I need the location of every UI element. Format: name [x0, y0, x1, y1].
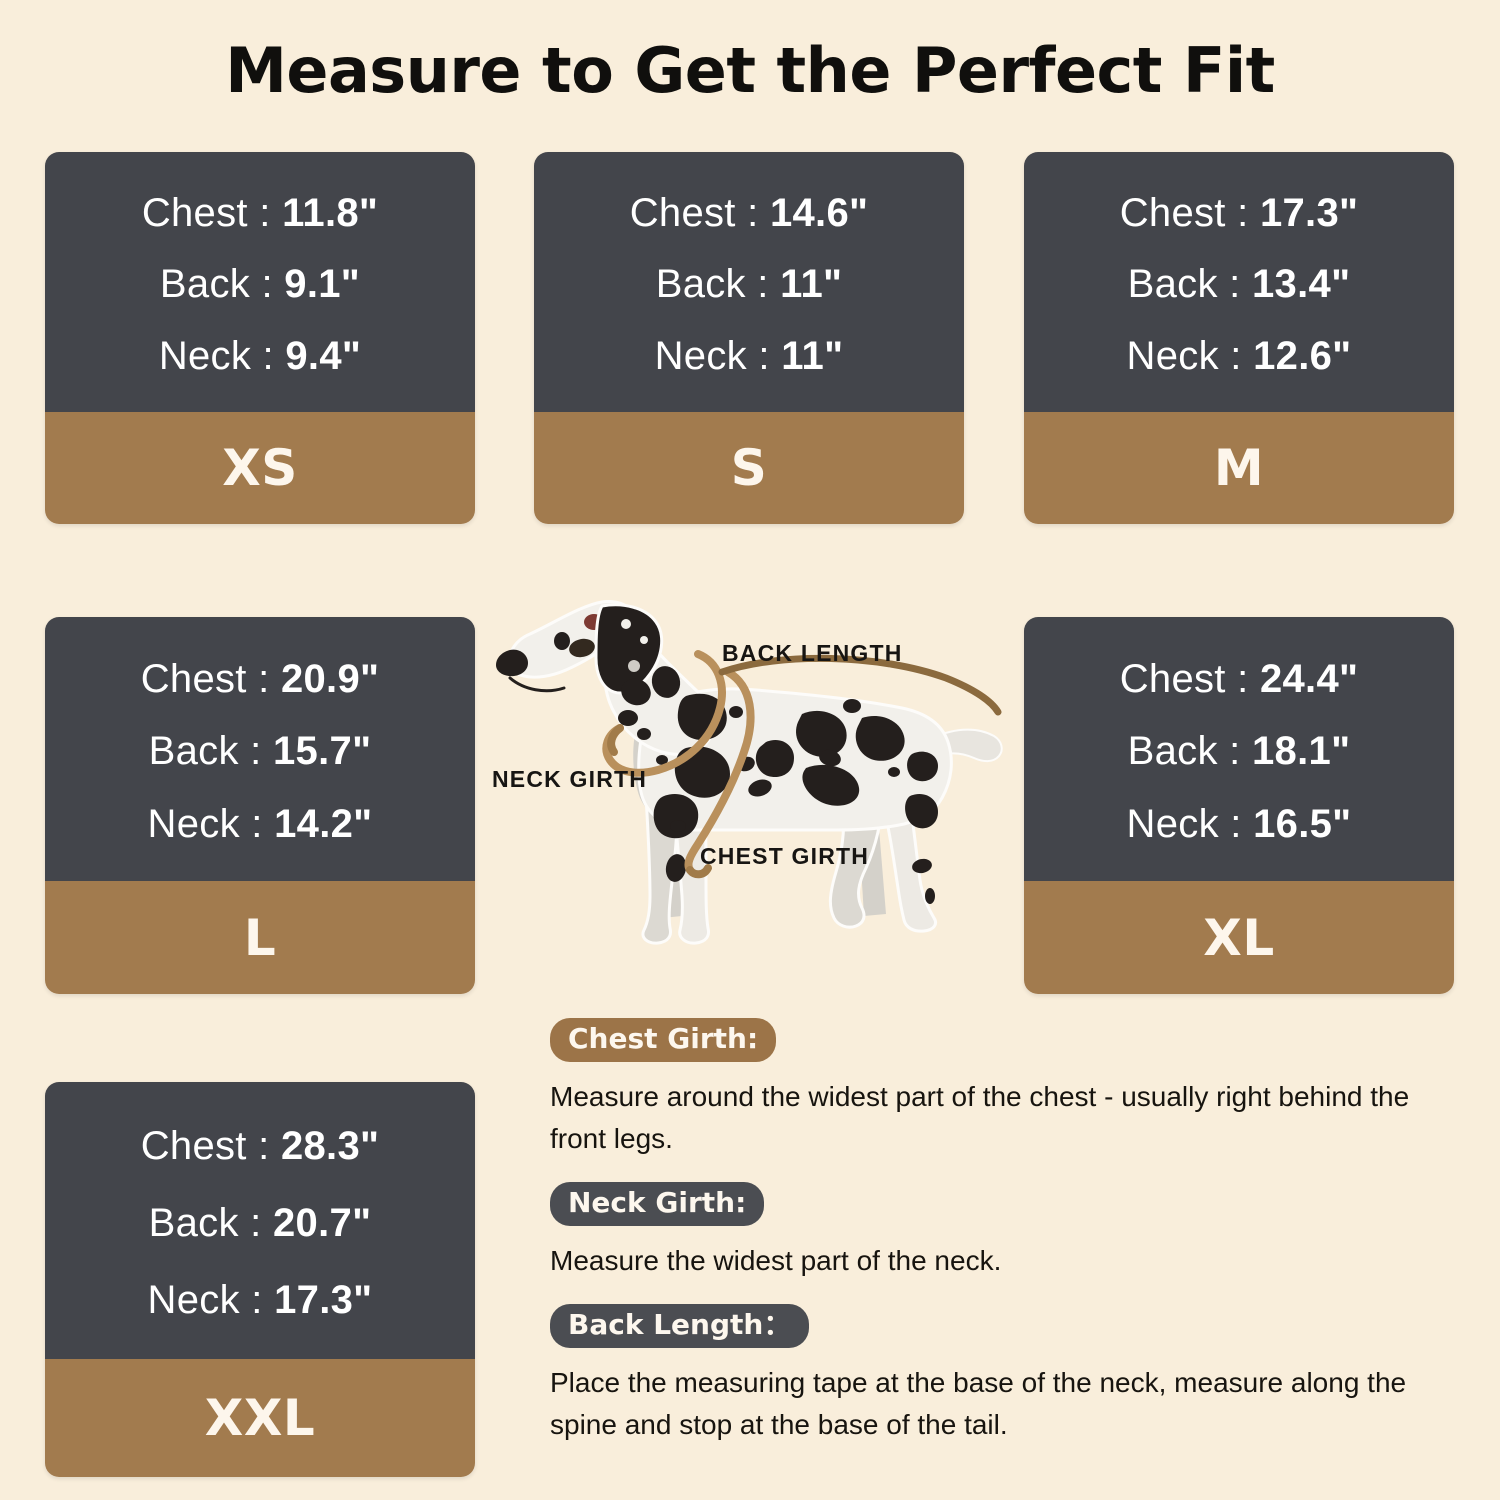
back-length-badge: Back Length： [550, 1304, 810, 1348]
chest-value: 11.8" [282, 191, 379, 236]
neck-girth-badge: Neck Girth: [550, 1182, 765, 1226]
size-card-measures: Chest : 11.8" Back : 9.1" Neck : 9.4" [45, 152, 475, 412]
back-measure-line: Back : 15.7" [45, 729, 475, 774]
size-card-xl[interactable]: Chest : 24.4" Back : 18.1" Neck : 16.5" … [1024, 617, 1454, 994]
size-label-xxl: XXL [45, 1359, 475, 1477]
back-value: 15.7" [273, 729, 372, 774]
size-card-measures: Chest : 14.6" Back : 11" Neck : 11" [534, 152, 964, 412]
size-label-s: S [534, 412, 964, 524]
neck-measure-line: Neck : 17.3" [45, 1278, 475, 1323]
chest-label: Chest : [1119, 656, 1260, 701]
instructions-panel: Chest Girth: Measure around the widest p… [550, 1018, 1460, 1462]
page-title: Measure to Get the Perfect Fit [225, 34, 1275, 107]
instruction-neck-girth: Neck Girth: Measure the widest part of t… [550, 1182, 1460, 1282]
chest-measure-line: Chest : 11.8" [45, 191, 475, 236]
neck-label: Neck : [654, 333, 782, 378]
size-card-measures: Chest : 20.9" Back : 15.7" Neck : 14.2" [45, 617, 475, 881]
chest-value: 20.9" [280, 656, 380, 701]
chest-measure-line: Chest : 14.6" [534, 191, 964, 236]
chest-label: Chest : [140, 656, 281, 701]
back-measure-line: Back : 18.1" [1024, 729, 1454, 774]
size-label-xs: XS [45, 412, 475, 524]
neck-value: 9.4" [285, 333, 362, 378]
neck-value: 11" [781, 333, 844, 378]
chest-value: 17.3" [1259, 191, 1359, 236]
back-length-diagram-label: BACK LENGTH [722, 640, 903, 666]
neck-value: 17.3" [274, 1278, 373, 1322]
neck-label: Neck : [158, 333, 286, 378]
chest-girth-description: Measure around the widest part of the ch… [550, 1081, 1410, 1154]
neck-label: Neck : [147, 1278, 275, 1322]
dog-measurement-diagram [490, 600, 1020, 990]
size-label-l: L [45, 881, 475, 994]
size-card-xs[interactable]: Chest : 11.8" Back : 9.1" Neck : 9.4" XS [45, 152, 475, 524]
neck-measure-line: Neck : 11" [534, 334, 964, 379]
size-card-l[interactable]: Chest : 20.9" Back : 15.7" Neck : 14.2" … [45, 617, 475, 994]
chest-label: Chest : [140, 1124, 281, 1168]
chest-measure-line: Chest : 20.9" [45, 657, 475, 702]
back-label: Back : [148, 1201, 274, 1245]
size-card-measures: Chest : 24.4" Back : 18.1" Neck : 16.5" [1024, 617, 1454, 881]
neck-label: Neck : [147, 802, 275, 847]
back-measure-line: Back : 9.1" [45, 262, 475, 307]
size-label-m: M [1024, 412, 1454, 524]
chest-value: 28.3" [280, 1124, 380, 1168]
size-card-s[interactable]: Chest : 14.6" Back : 11" Neck : 11" S [534, 152, 964, 524]
size-label-xl: XL [1024, 881, 1454, 994]
instruction-back-length: Back Length： Place the measuring tape at… [550, 1304, 1460, 1446]
size-card-measures: Chest : 28.3" Back : 20.7" Neck : 17.3" [45, 1082, 475, 1359]
chest-girth-badge: Chest Girth: [550, 1018, 777, 1062]
back-value: 9.1" [284, 262, 361, 307]
neck-value: 14.2" [274, 802, 373, 847]
chest-value: 14.6" [769, 191, 869, 236]
neck-value: 16.5" [1253, 802, 1352, 847]
dalmatian-dog-icon [496, 600, 1003, 945]
back-value: 20.7" [273, 1201, 372, 1245]
neck-measure-line: Neck : 9.4" [45, 334, 475, 379]
back-label: Back : [655, 262, 781, 307]
chest-girth-diagram-label: CHEST GIRTH [700, 843, 870, 869]
back-measure-line: Back : 11" [534, 262, 964, 307]
back-value: 18.1" [1252, 729, 1351, 774]
neck-girth-description: Measure the widest part of the neck. [550, 1245, 1002, 1276]
back-label: Back : [1127, 729, 1253, 774]
instruction-chest-girth: Chest Girth: Measure around the widest p… [550, 1018, 1460, 1160]
size-card-measures: Chest : 17.3" Back : 13.4" Neck : 12.6" [1024, 152, 1454, 412]
back-label: Back : [159, 262, 285, 307]
neck-label: Neck : [1126, 333, 1254, 378]
back-value: 11" [780, 262, 843, 307]
chest-label: Chest : [141, 191, 283, 236]
back-length-description: Place the measuring tape at the base of … [550, 1367, 1407, 1440]
neck-label: Neck : [1126, 802, 1254, 847]
back-measure-line: Back : 13.4" [1024, 262, 1454, 307]
back-label: Back : [1127, 262, 1253, 307]
neck-measure-line: Neck : 14.2" [45, 802, 475, 847]
chest-value: 24.4" [1259, 656, 1359, 701]
chest-label: Chest : [1119, 191, 1260, 236]
chest-measure-line: Chest : 24.4" [1024, 657, 1454, 702]
size-card-m[interactable]: Chest : 17.3" Back : 13.4" Neck : 12.6" … [1024, 152, 1454, 524]
neck-girth-diagram-label: NECK GIRTH [492, 766, 648, 792]
size-card-xxl[interactable]: Chest : 28.3" Back : 20.7" Neck : 17.3" … [45, 1082, 475, 1477]
back-measure-line: Back : 20.7" [45, 1201, 475, 1246]
back-value: 13.4" [1252, 262, 1351, 307]
neck-measure-line: Neck : 16.5" [1024, 802, 1454, 847]
neck-measure-line: Neck : 12.6" [1024, 334, 1454, 379]
back-label: Back : [148, 729, 274, 774]
chest-measure-line: Chest : 28.3" [45, 1124, 475, 1169]
neck-value: 12.6" [1253, 333, 1352, 378]
chest-label: Chest : [629, 191, 770, 236]
chest-measure-line: Chest : 17.3" [1024, 191, 1454, 236]
